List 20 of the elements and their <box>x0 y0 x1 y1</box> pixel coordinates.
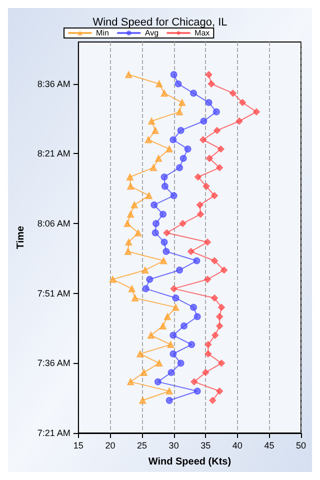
x-tick-label: 50 <box>296 440 306 450</box>
y-tick-label: 7:21 AM <box>37 428 70 438</box>
y-tick-label: 7:51 AM <box>37 288 70 298</box>
x-tick-label: 45 <box>264 440 274 450</box>
y-axis-title: Time <box>16 225 26 250</box>
x-axis-title: Wind Speed (Kts) <box>148 456 232 468</box>
x-tick-label: 35 <box>200 440 211 450</box>
legend-label: Max <box>194 28 210 38</box>
chart-title: Wind Speed for Chicago, IL <box>92 16 228 28</box>
y-tick-label: 7:36 AM <box>37 358 70 368</box>
y-tick-label: 8:21 AM <box>37 148 70 159</box>
legend-label: Min <box>96 28 109 38</box>
x-tick-label: 30 <box>168 440 179 450</box>
legend-label: Avg <box>144 28 159 38</box>
x-tick-label: 25 <box>137 440 148 450</box>
y-tick-label: 8:06 AM <box>37 218 70 229</box>
y-tick-label: 8:36 AM <box>37 78 70 89</box>
x-tick-label: 40 <box>232 440 242 450</box>
x-tick-label: 20 <box>105 440 116 450</box>
x-tick-label: 15 <box>73 440 84 450</box>
